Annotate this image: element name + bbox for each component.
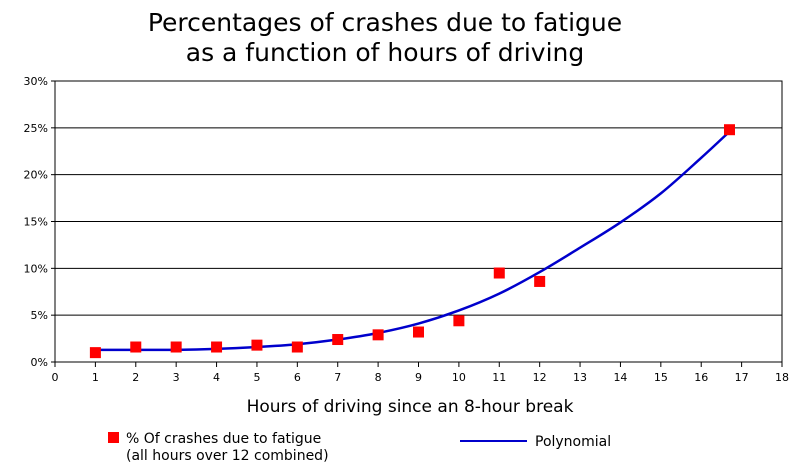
y-tick-label: 15% [24, 216, 48, 229]
grid-lines [55, 127, 782, 316]
x-tick-label: 2 [132, 371, 139, 384]
data-point [493, 267, 505, 279]
y-tick-label: 25% [24, 122, 48, 135]
legend-label-crashes-note: (all hours over 12 combined) [126, 448, 329, 464]
crash-percentage-series [89, 124, 735, 359]
x-tick-label: 12 [533, 371, 547, 384]
data-point [251, 339, 263, 351]
legend: % Of crashes due to fatigue (all hours o… [108, 431, 611, 464]
data-point [372, 329, 384, 341]
y-tick-label: 5% [31, 309, 48, 322]
polynomial-series [95, 130, 731, 352]
x-tick-label: 8 [375, 371, 382, 384]
x-tick-label: 14 [613, 371, 627, 384]
data-point [130, 341, 142, 353]
y-tick-label: 20% [24, 169, 48, 182]
data-point [89, 347, 101, 359]
data-point [332, 334, 344, 346]
x-tick-label: 17 [735, 371, 749, 384]
x-tick-label: 10 [452, 371, 466, 384]
y-tick-label: 30% [24, 75, 48, 88]
x-tick-label: 13 [573, 371, 587, 384]
x-tick-label: 1 [92, 371, 99, 384]
legend-label-crashes: % Of crashes due to fatigue [126, 431, 321, 447]
x-tick-label: 4 [213, 371, 220, 384]
data-point [211, 341, 223, 353]
x-axis-label: Hours of driving since an 8-hour break [247, 397, 574, 417]
y-tick-label: 10% [24, 262, 48, 275]
data-point [723, 124, 735, 136]
chart-title-line-2: as a function of hours of driving [186, 38, 585, 67]
x-tick-label: 7 [334, 371, 341, 384]
x-axis-ticks: 0 1 2 3 4 5 6 7 8 9 10 11 12 13 14 15 16 17 18 [52, 362, 789, 384]
x-tick-label: 16 [694, 371, 708, 384]
data-point [413, 326, 424, 338]
x-tick-label: 5 [253, 371, 260, 384]
x-tick-label: 18 [775, 371, 789, 384]
x-tick-label: 11 [492, 371, 506, 384]
data-point [453, 315, 465, 327]
x-tick-label: 3 [173, 371, 180, 384]
legend-label-polynomial: Polynomial [535, 434, 611, 450]
chart-title-line-1: Percentages of crashes due to fatigue [148, 8, 622, 37]
x-tick-label: 6 [294, 371, 301, 384]
x-tick-label: 15 [654, 371, 668, 384]
y-axis-ticks: 0% 5% 10% 15% 20% 25% 30% [24, 75, 55, 369]
x-tick-label: 9 [415, 371, 422, 384]
y-tick-label: 0% [31, 356, 48, 369]
data-point [534, 275, 546, 287]
x-tick-label: 0 [52, 371, 59, 384]
polynomial-line [95, 130, 731, 352]
data-point [291, 341, 303, 353]
legend-marker-crashes [108, 432, 119, 443]
data-point [170, 341, 182, 353]
